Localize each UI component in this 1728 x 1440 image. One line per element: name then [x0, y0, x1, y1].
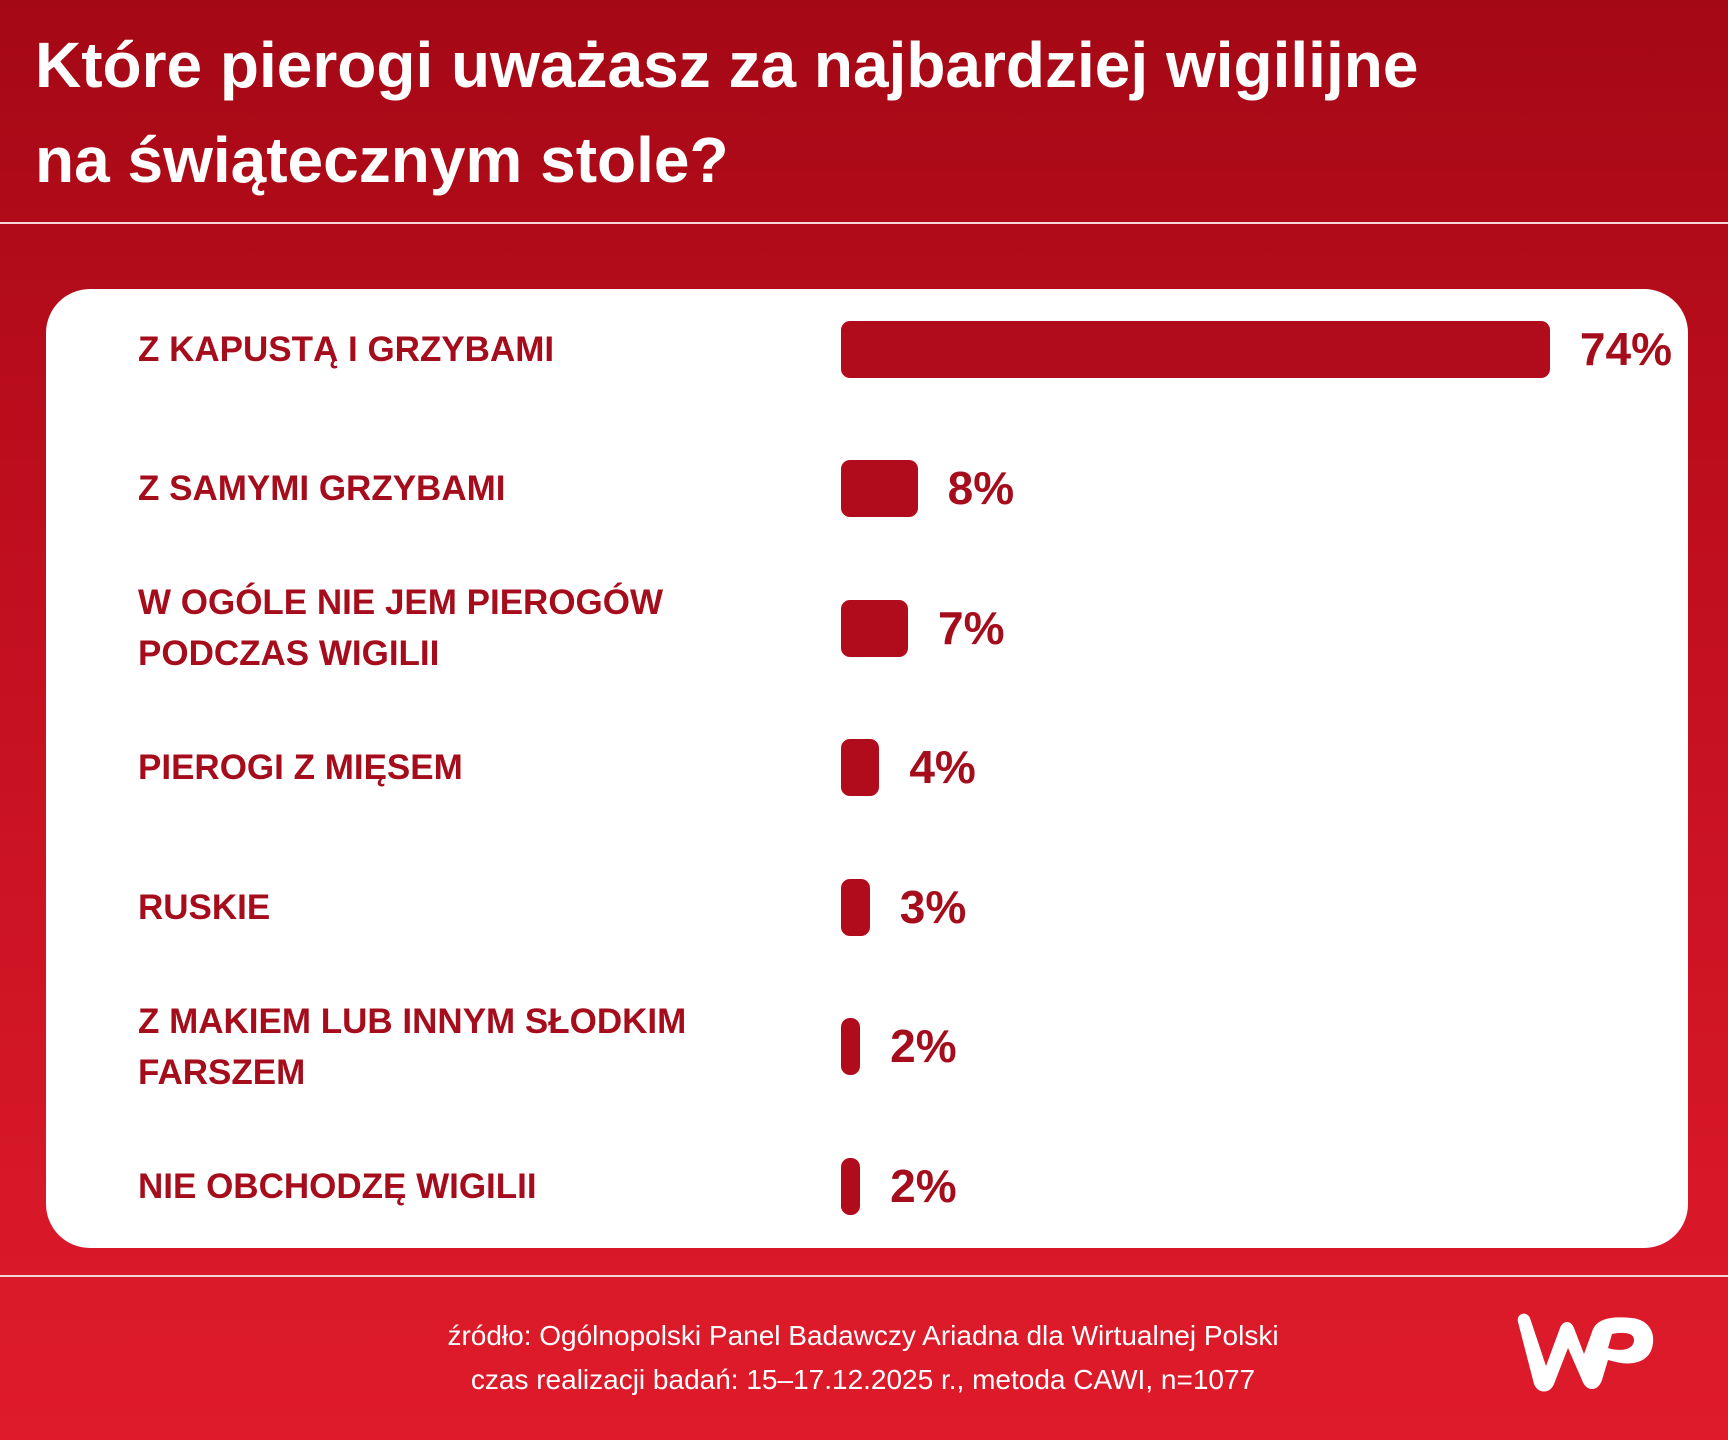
category-label: RUSKIE [138, 887, 271, 927]
value-label: 3% [899, 880, 967, 933]
bar [841, 320, 1550, 378]
value-label: 8% [947, 462, 1015, 514]
category-label: NIE OBCHODZĘ WIGILII [138, 1166, 537, 1206]
value-label: 74% [1579, 322, 1672, 375]
category-label: W OGÓLE NIE JEM PIEROGÓW PODCZAS WIGILII [138, 583, 664, 673]
source-note: źródło: Ogólnopolski Panel Badawczy Aria… [447, 1320, 1279, 1351]
category-label: PIEROGI Z MIĘSEM [138, 748, 463, 787]
category-label: Z KAPUSTĄ I GRZYBAMI [138, 329, 555, 369]
bar [841, 878, 870, 936]
value-label: 2% [890, 1159, 957, 1212]
value-label: 7% [938, 601, 1005, 654]
logo [1517, 1313, 1654, 1392]
value-label: 2% [890, 1020, 957, 1072]
bar [841, 1018, 861, 1075]
value-label: 4% [909, 741, 976, 793]
category-label: Z SAMYMI GRZYBAMI [138, 469, 506, 508]
chart-title: na świątecznym stole? [35, 124, 729, 196]
source-note: czas realizacji badań: 15–17.12.2025 r.,… [470, 1364, 1256, 1395]
divider [0, 1275, 1728, 1277]
bar [841, 739, 880, 796]
bar [841, 460, 918, 517]
chart-title: Które pierogi uważasz za najbardziej wig… [35, 29, 1419, 101]
category-label: Z MAKIEM LUB INNYM SŁODKIM FARSZEM [138, 1001, 687, 1092]
bar [841, 1157, 861, 1215]
bar [841, 599, 909, 657]
divider [0, 222, 1728, 224]
